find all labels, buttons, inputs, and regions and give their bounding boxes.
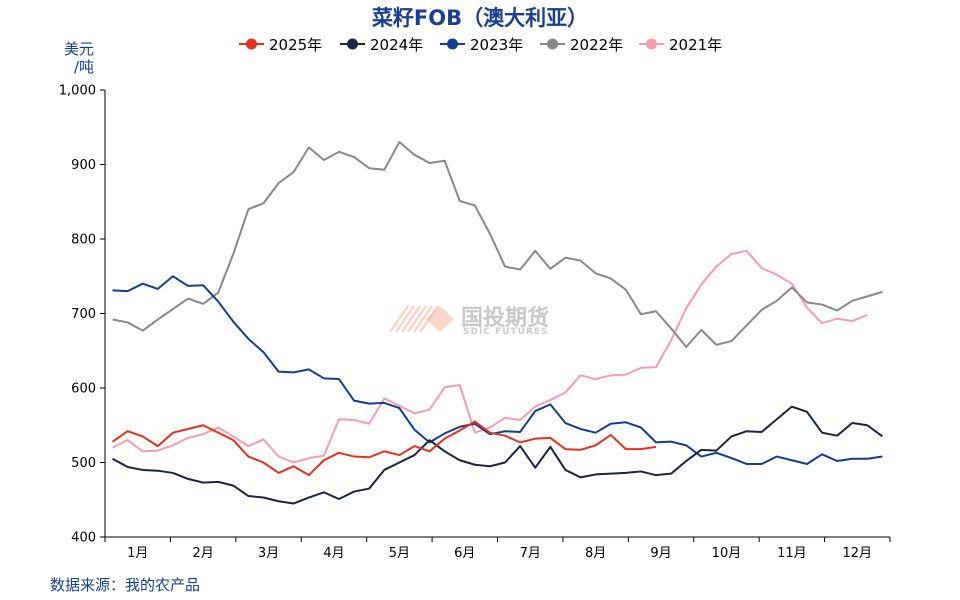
series-line-2021 [112, 249, 868, 464]
y-tick-label: 1,000 [59, 84, 96, 99]
series-line-2022 [112, 141, 883, 349]
series-line-2024 [112, 405, 884, 505]
x-tick-label: 11月 [777, 546, 807, 561]
y-axis-label: 美元 /吨 [64, 40, 94, 76]
legend-label: 2024年 [370, 36, 423, 54]
axes: 400 500 600 700 800 900 1,000 1月 2月 3月 4月 5月 6月 7月 8月 9… [59, 84, 891, 561]
legend-marker [347, 38, 358, 50]
legend-item: 2022年 [540, 36, 623, 54]
legend-marker [646, 38, 657, 50]
x-tick-label: 9月 [650, 546, 671, 561]
legend-marker [246, 38, 257, 50]
watermark-diamond [426, 306, 454, 332]
watermark-name: 国投期货 [461, 305, 549, 331]
watermark-logo-icon [388, 305, 454, 333]
legend-label: 2023年 [470, 36, 523, 54]
x-tick-label: 12月 [843, 546, 873, 561]
watermark-stripe [394, 305, 416, 333]
x-tick-label: 8月 [585, 546, 606, 561]
series-group [111, 141, 884, 505]
watermark-stripe [406, 305, 428, 333]
x-tick-label: 2月 [192, 546, 213, 561]
watermark-stripe [388, 305, 410, 333]
x-tick-label: 7月 [520, 546, 541, 561]
x-tick-label: 1月 [127, 546, 148, 561]
x-tick-label: 4月 [323, 546, 344, 561]
legend-label: 2021年 [669, 36, 722, 54]
legend: 2025年 2024年 2023年 2022年 2021年 [239, 36, 722, 54]
x-tick-label: 10月 [712, 546, 742, 561]
legend-label: 2022年 [570, 36, 623, 54]
y-axis-label-line1: 美元 [64, 40, 95, 58]
legend-item: 2025年 [239, 36, 322, 54]
series-line-2025 [111, 420, 657, 477]
y-tick-label: 500 [71, 456, 96, 471]
y-tick-label: 400 [71, 531, 96, 546]
y-axis-label-line2: /吨 [73, 58, 95, 76]
y-tick-label: 700 [71, 307, 96, 322]
x-tick-label: 3月 [258, 546, 279, 561]
y-tick-label: 800 [71, 233, 96, 248]
legend-marker [547, 38, 558, 50]
y-tick-label: 600 [71, 382, 96, 397]
watermark-subtitle: SDIC FUTURES [463, 327, 549, 337]
series-line-2023 [112, 275, 883, 465]
watermark-stripe [418, 305, 440, 333]
x-tick-label: 5月 [389, 546, 410, 561]
watermark-stripe [400, 305, 422, 333]
legend-item: 2021年 [639, 36, 722, 54]
source-note: 数据来源：我的农产品 [50, 576, 201, 594]
chart-title: 菜籽FOB（澳大利亚） [371, 6, 589, 30]
legend-label: 2025年 [269, 36, 322, 54]
watermark: 国投期货 SDIC FUTURES [388, 305, 549, 337]
watermark-stripe [412, 305, 434, 333]
legend-marker [447, 38, 458, 50]
x-tick-label: 6月 [454, 546, 475, 561]
y-tick-label: 900 [71, 158, 96, 173]
legend-item: 2023年 [440, 36, 523, 54]
legend-item: 2024年 [340, 36, 423, 54]
